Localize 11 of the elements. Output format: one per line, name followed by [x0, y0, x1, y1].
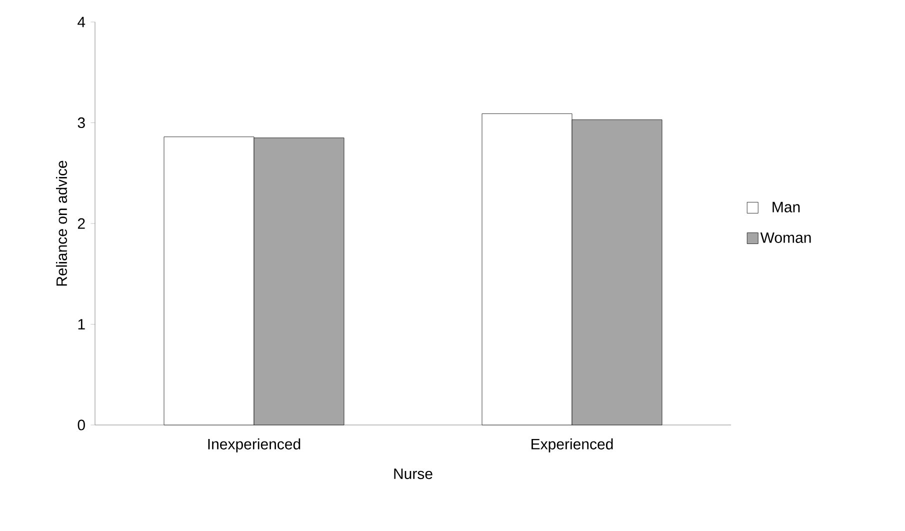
x-tick-label: Experienced [532, 438, 613, 452]
x-axis-title: Nurse [394, 468, 432, 480]
y-tick-label: 4 [78, 16, 86, 28]
legend-label: Woman [760, 232, 811, 243]
y-tick-label: 3 [78, 117, 85, 128]
y-tick-label: 0 [78, 420, 85, 430]
y-tick-label: 2 [78, 218, 85, 229]
legend-label: Man [772, 202, 800, 212]
x-tick-label: Inexperienced [208, 438, 300, 452]
y-axis-title: Reliance on advice [56, 160, 68, 286]
y-tick-label: 1 [78, 319, 85, 330]
